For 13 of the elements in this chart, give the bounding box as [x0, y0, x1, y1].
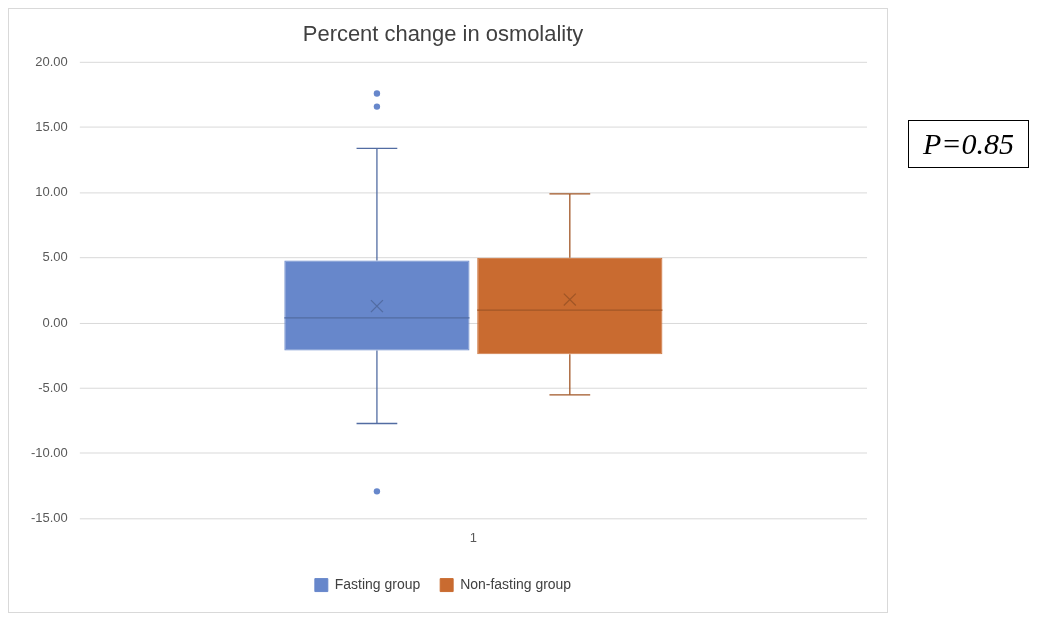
y-tick-label: -10.00 [30, 445, 68, 461]
y-tick-label: 15.00 [35, 119, 68, 134]
y-tick-label: 5.00 [42, 249, 68, 265]
legend-label: Non-fasting group [460, 575, 572, 592]
text: P=0.85 [908, 120, 1030, 168]
y-tick-label: 10.00 [35, 184, 68, 200]
legend-label: Fasting group [334, 575, 421, 592]
y-tick-label: -5.00 [38, 379, 68, 395]
y-tick-label: 0.00 [42, 314, 68, 330]
y-tick-label: 20.00 [35, 53, 68, 69]
y-tick-label: -15.00 [30, 510, 68, 526]
chart-title: Percent change in osmolality [302, 21, 584, 47]
x-tick-label: 1 [469, 530, 477, 546]
